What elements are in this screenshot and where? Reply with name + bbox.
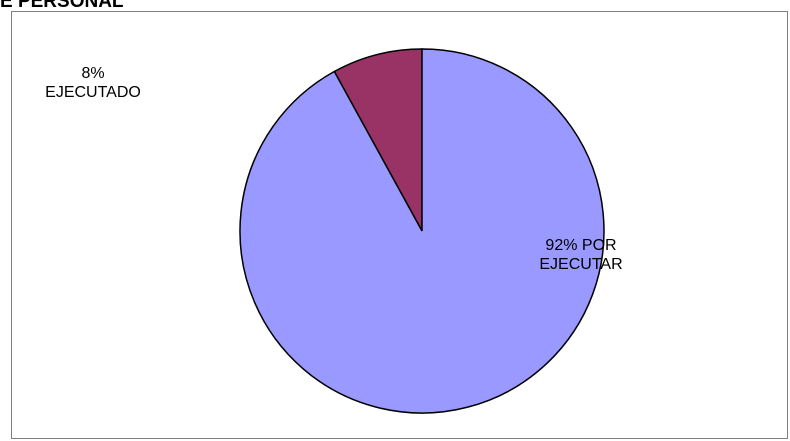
- pie-slice-por-ejecutar: [239, 48, 605, 414]
- slice-name-por-ejecutar: 92% POR: [545, 237, 617, 254]
- slice-percent-por-ejecutar: 92%: [545, 237, 578, 254]
- slice-name-ejecutado: EJECUTADO: [45, 84, 141, 101]
- slice-label-por-ejecutar: 92% POR EJECUTAR: [516, 236, 646, 274]
- chart-title: E PERSONAL: [0, 0, 124, 12]
- pie-slice-ejecutado: [333, 48, 423, 232]
- slice-percent-ejecutado: 8%: [81, 65, 105, 82]
- slice-name-por-ejecutar-2: EJECUTAR: [539, 256, 623, 273]
- slice-label-ejecutado: 8% EJECUTADO: [28, 64, 158, 102]
